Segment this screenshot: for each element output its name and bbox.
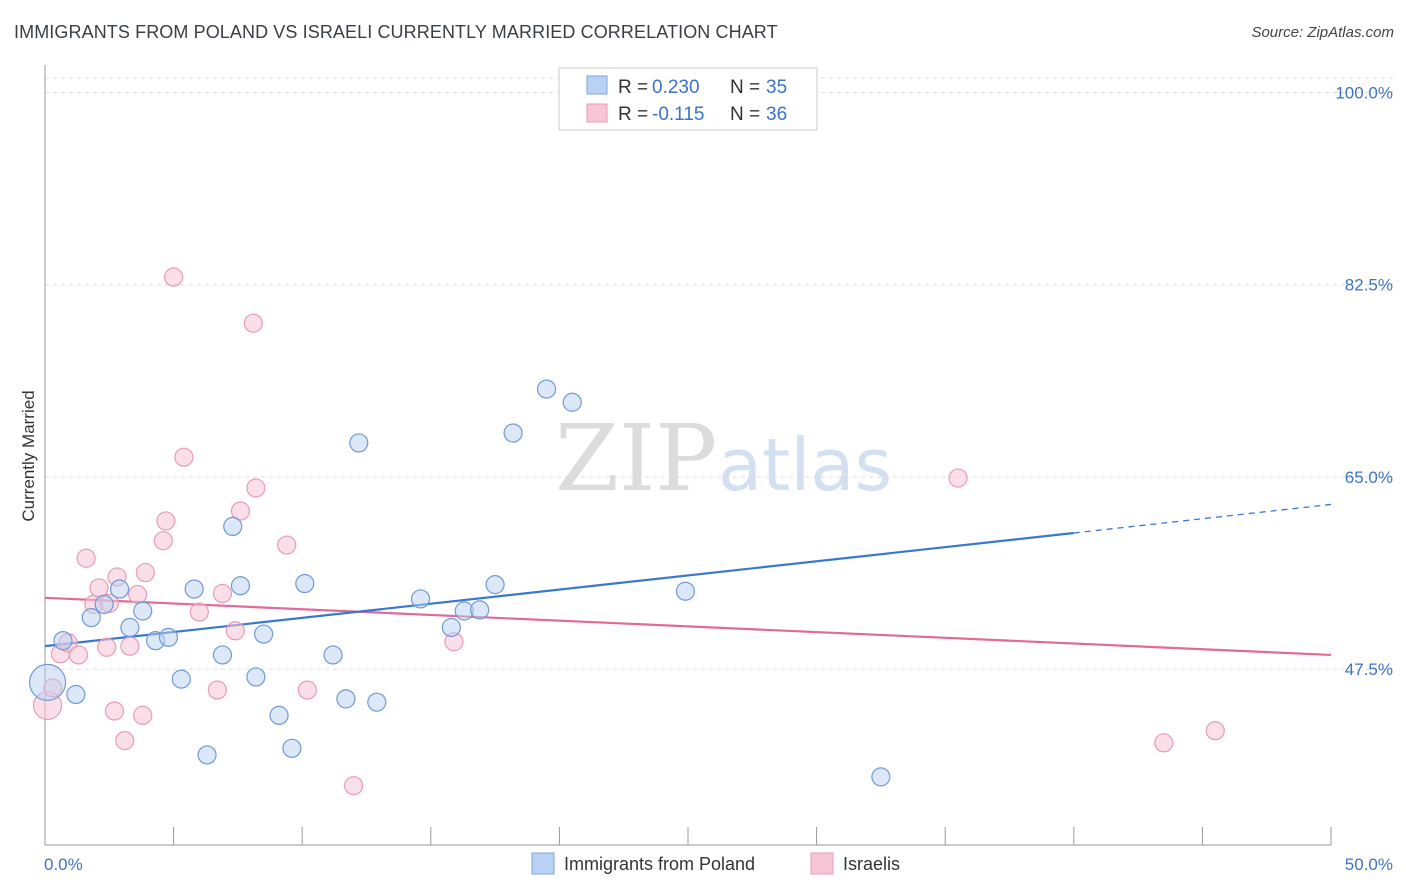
y-axis-label: Currently Married [19,390,38,521]
legend-n-label-2: N = [730,104,765,125]
point-israelis-12 [115,731,135,751]
chart-title: IMMIGRANTS FROM POLAND VS ISRAELI CURREN… [14,22,778,42]
legend-n-value-2: 36 [766,104,787,125]
point-poland-1 [53,631,73,651]
point-poland-3 [81,607,101,628]
point-poland-11 [184,579,204,599]
correlation-legend: R = 0.230 N = 35 R = -0.115 N = 36 [558,67,818,131]
y-tick-label-3: 47.5% [1345,660,1393,679]
point-poland-23 [349,433,369,453]
point-israelis-21 [189,602,209,622]
point-israelis-33 [1154,733,1174,753]
point-israelis-5 [76,548,96,568]
legend-r-value-2: -0.115 [652,104,704,125]
point-poland-18 [269,705,289,725]
point-poland-6 [120,617,140,638]
point-israelis-27 [246,478,266,498]
point-poland-4 [94,594,114,615]
point-poland-29 [485,575,505,595]
bottom-legend-label-poland: Immigrants from Poland [564,854,755,874]
point-poland-2 [66,684,86,705]
y-tick-label-1: 82.5% [1345,276,1393,295]
bottom-legend-swatch-poland [531,852,555,875]
point-poland-10 [171,669,191,689]
x-tick-label-0: 0.0% [44,855,83,874]
point-poland-7 [133,601,153,621]
point-israelis-18 [156,511,176,531]
point-poland-19 [282,738,302,758]
point-israelis-23 [212,583,233,604]
point-israelis-10 [104,701,125,721]
point-poland-21 [323,645,343,665]
bottom-legend-swatch-israelis [810,852,834,875]
y-tick-label-2: 65.0% [1345,468,1393,487]
watermark-zip: ZIP [555,405,717,512]
watermark-atlas: atlas [718,423,892,507]
legend-swatch-poland [586,75,608,95]
point-poland-13 [212,645,233,665]
point-israelis-28 [277,535,297,555]
point-poland-24 [367,692,387,712]
series-poland-points [28,379,891,787]
point-israelis-19 [164,267,184,287]
point-israelis-16 [135,562,155,583]
trend-line-poland [44,531,1074,648]
trend-lines [44,503,1332,657]
point-israelis-34 [1205,721,1225,741]
point-israelis-4 [68,645,89,665]
legend-r-label-1: R = [618,77,653,98]
y-tick-label-0: 100.0% [1335,83,1393,102]
x-tick-labels: 0.0% 50.0% [44,855,1393,874]
trend-line-israelis [44,596,1332,657]
point-israelis-29 [297,680,317,700]
point-poland-20 [295,573,315,594]
point-israelis-22 [207,680,227,700]
point-poland-15 [230,576,251,596]
point-poland-31 [536,379,557,399]
point-poland-22 [336,689,356,709]
point-israelis-20 [174,447,194,467]
point-israelis-9 [97,637,117,657]
point-poland-28 [470,600,490,620]
point-poland-34 [871,767,891,787]
point-poland-33 [675,581,696,601]
legend-swatch-israelis [586,103,608,123]
trend-line-poland-extension [1073,503,1332,534]
point-israelis-14 [127,584,148,605]
point-poland-9 [158,627,179,647]
series-legend: Immigrants from Poland Israelis [531,852,900,875]
point-israelis-26 [243,313,263,333]
point-poland-32 [562,392,582,412]
point-israelis-17 [153,531,173,551]
point-poland-0 [28,663,67,702]
bottom-legend-label-israelis: Israelis [843,854,900,874]
point-israelis-13 [120,636,140,656]
point-poland-16 [246,667,266,687]
point-israelis-7 [89,578,109,598]
point-poland-14 [223,516,243,537]
point-poland-30 [503,423,523,443]
point-israelis-15 [133,705,153,725]
point-poland-5 [109,579,130,599]
y-tick-labels: 100.0% 82.5% 65.0% 47.5% [1335,83,1393,679]
point-israelis-32 [948,468,968,488]
point-israelis-24 [225,621,245,641]
point-israelis-25 [230,501,251,521]
legend-n-value-1: 35 [766,77,787,98]
series-israelis-points [32,267,1225,796]
point-poland-12 [197,745,217,765]
point-poland-25 [410,589,431,609]
point-israelis-30 [344,776,364,796]
source-label: Source: ZipAtlas.com [1251,24,1394,41]
point-poland-17 [254,624,274,644]
legend-n-label-1: N = [730,77,765,98]
legend-r-label-2: R = [618,104,653,125]
x-tick-label-1: 50.0% [1345,855,1393,874]
point-poland-26 [441,617,461,638]
legend-r-value-1: 0.230 [652,77,700,98]
